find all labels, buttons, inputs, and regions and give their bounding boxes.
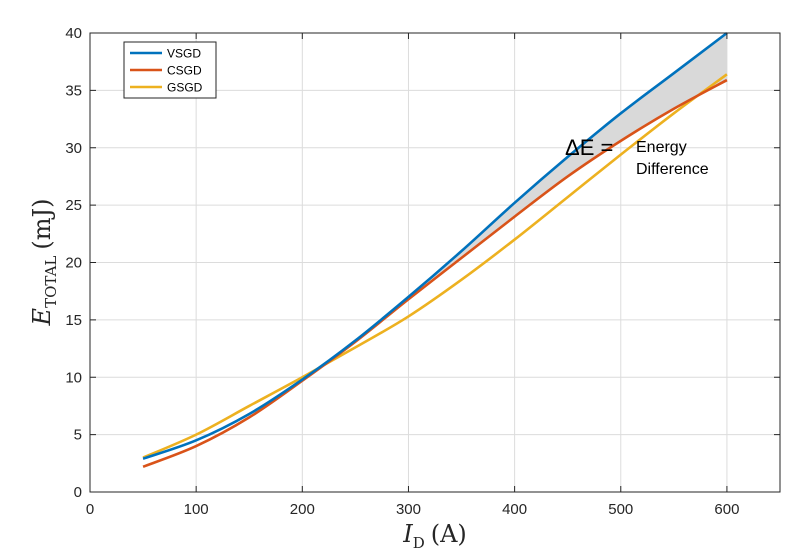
x-tick-label: 500 bbox=[608, 501, 633, 518]
delta-e-label: ΔE = bbox=[565, 135, 613, 160]
y-axis-label: ETOTAL(mJ) bbox=[28, 199, 60, 327]
legend-label-csgd: CSGD bbox=[167, 64, 202, 78]
grid bbox=[90, 33, 780, 492]
y-tick-label: 5 bbox=[74, 427, 82, 444]
series-line-vsgd bbox=[142, 31, 728, 460]
x-tick-label: 600 bbox=[714, 501, 739, 518]
y-tick-label: 10 bbox=[65, 369, 82, 386]
series-lines bbox=[142, 31, 728, 468]
x-tick-label: 200 bbox=[290, 501, 315, 518]
energy-label: Energy bbox=[636, 139, 687, 156]
y-tick-label: 15 bbox=[65, 312, 82, 329]
y-tick-label: 0 bbox=[74, 484, 82, 501]
y-tick-label: 40 bbox=[65, 25, 82, 42]
legend-label-gsgd: GSGD bbox=[167, 81, 203, 95]
x-tick-label: 400 bbox=[502, 501, 527, 518]
y-tick-label: 35 bbox=[65, 82, 82, 99]
energy-difference-annotation: ΔE = Energy Difference bbox=[565, 135, 709, 178]
x-tick-label: 0 bbox=[86, 501, 94, 518]
energy-difference-shade bbox=[302, 33, 727, 381]
y-tick-label: 25 bbox=[65, 197, 82, 214]
x-tick-label: 300 bbox=[396, 501, 421, 518]
y-tick-label: 30 bbox=[65, 140, 82, 157]
x-axis-label: ID (A) bbox=[402, 520, 467, 552]
series-line-gsgd bbox=[142, 73, 728, 459]
legend-label-vsgd: VSGD bbox=[167, 47, 201, 61]
y-tick-label: 20 bbox=[65, 255, 82, 272]
difference-label: Difference bbox=[636, 161, 709, 178]
x-tick-label: 100 bbox=[184, 501, 209, 518]
axis-ticks: 0 100 200 300 400 500 600 0 5 10 15 20 25 30 35 40 bbox=[65, 25, 780, 518]
legend: VSGD CSGD GSGD bbox=[123, 41, 217, 99]
series-line-csgd bbox=[142, 78, 728, 468]
